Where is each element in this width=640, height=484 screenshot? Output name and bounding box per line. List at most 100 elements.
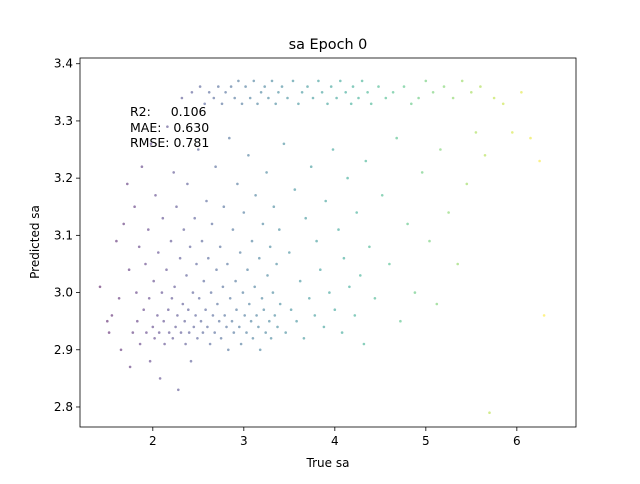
data-point	[380, 194, 384, 197]
data-point	[185, 274, 188, 277]
data-point	[175, 205, 178, 208]
data-point	[271, 291, 275, 294]
data-point	[315, 239, 318, 243]
data-point	[144, 262, 147, 266]
data-point	[388, 262, 391, 266]
data-point	[218, 245, 222, 249]
data-point	[280, 85, 284, 88]
data-point	[442, 85, 446, 88]
y-tick-label: 3.2	[54, 171, 73, 185]
data-point	[369, 102, 373, 106]
data-point	[176, 314, 179, 317]
data-point	[238, 251, 242, 254]
data-point	[309, 165, 313, 168]
data-point	[417, 96, 420, 100]
data-point	[339, 79, 342, 83]
data-point	[511, 131, 514, 134]
data-point	[291, 79, 295, 83]
data-point	[399, 319, 402, 323]
data-point	[340, 331, 344, 334]
data-point	[225, 325, 228, 329]
points-layer	[98, 79, 546, 415]
data-point	[538, 159, 541, 163]
data-point	[236, 182, 239, 186]
data-point	[270, 79, 274, 83]
data-point	[202, 279, 206, 283]
data-point	[169, 239, 173, 243]
data-point	[200, 239, 204, 243]
data-point	[364, 159, 368, 163]
data-point	[247, 154, 250, 157]
data-point	[248, 302, 251, 306]
data-point	[208, 342, 212, 346]
data-point	[542, 314, 546, 317]
data-point	[501, 102, 505, 106]
data-point	[253, 285, 256, 289]
data-point	[217, 85, 220, 88]
data-point	[391, 91, 395, 94]
data-point	[240, 102, 244, 106]
data-point	[238, 325, 241, 329]
data-point	[261, 222, 265, 226]
data-point	[272, 205, 276, 208]
annotation-rmse: RMSE: 0.781	[130, 135, 209, 150]
data-point	[456, 262, 460, 266]
data-point	[167, 331, 171, 334]
data-point	[232, 331, 236, 334]
data-point	[158, 377, 162, 380]
data-point	[147, 297, 151, 300]
data-point	[227, 348, 230, 352]
data-point	[306, 85, 309, 88]
data-point	[184, 342, 187, 346]
data-point	[256, 102, 259, 106]
data-point	[259, 91, 263, 94]
data-point	[119, 348, 123, 352]
data-point	[257, 325, 260, 329]
data-point	[177, 388, 180, 392]
metrics-annotation: R2: 0.106 MAE: 0.630 RMSE: 0.781	[130, 104, 209, 150]
data-point	[188, 245, 192, 249]
data-point	[204, 308, 207, 312]
data-point	[333, 308, 337, 312]
data-point	[263, 85, 267, 88]
data-point	[297, 102, 300, 106]
data-point	[424, 79, 428, 83]
data-point	[122, 222, 125, 226]
data-point	[278, 302, 282, 306]
data-point	[335, 96, 338, 100]
data-point	[349, 102, 353, 106]
data-point	[242, 211, 246, 214]
data-point	[198, 85, 202, 88]
x-tick-label: 2	[149, 434, 157, 448]
data-point	[205, 199, 208, 203]
data-point	[266, 274, 269, 277]
data-point	[107, 331, 111, 334]
data-point	[140, 165, 144, 168]
data-point	[402, 85, 406, 88]
data-point	[157, 331, 161, 334]
y-axis-label: Predicted sa	[28, 205, 42, 279]
data-point	[226, 262, 229, 266]
data-point	[149, 142, 153, 146]
data-point	[110, 314, 114, 317]
data-point	[529, 136, 532, 140]
data-point	[357, 96, 360, 100]
data-point	[302, 337, 306, 340]
data-point	[435, 302, 439, 306]
data-point	[284, 331, 288, 334]
data-point	[228, 136, 231, 140]
data-point	[274, 102, 278, 106]
data-point	[313, 314, 317, 317]
data-point	[245, 331, 248, 334]
data-point	[268, 245, 272, 249]
data-point	[295, 319, 298, 323]
data-point	[214, 165, 217, 168]
data-point	[133, 205, 136, 208]
data-point	[324, 199, 328, 203]
data-point	[187, 331, 191, 334]
data-point	[210, 222, 214, 226]
x-tick-label: 6	[513, 434, 521, 448]
data-point	[192, 325, 196, 329]
data-point	[359, 274, 362, 277]
